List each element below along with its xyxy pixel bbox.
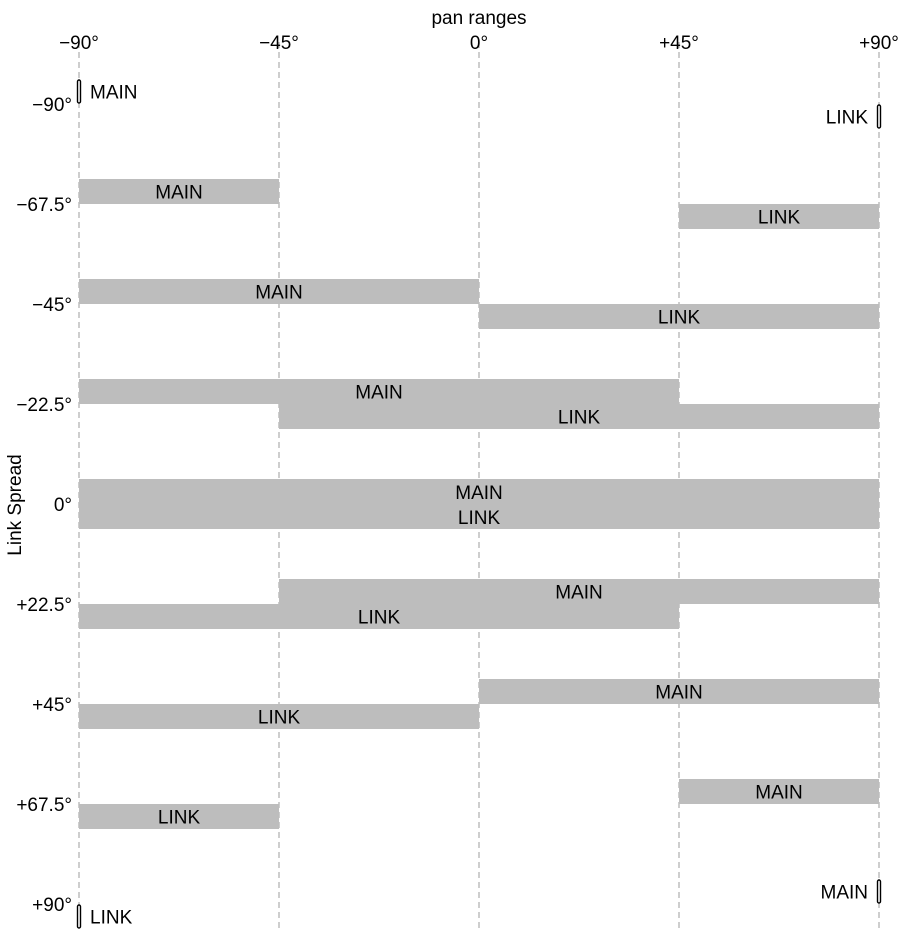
bars-layer: MAIN LINK MAIN LINK MAIN LINK MAIN LINK MAIN LINK… — [76, 79, 882, 929]
main-bar — [79, 179, 279, 204]
link-bar — [679, 204, 879, 229]
x-tick-label: −90° — [59, 33, 99, 54]
y-tick-label: −90° — [32, 95, 72, 116]
link-marker-label: LINK — [826, 108, 869, 129]
y-tick-label: +22.5° — [16, 595, 72, 616]
x-tick-label: +45° — [659, 33, 699, 54]
main-bar — [679, 779, 879, 804]
x-tick-label: −45° — [259, 33, 299, 54]
y-tick-label: −22.5° — [16, 395, 72, 416]
link-bar — [79, 604, 679, 629]
main-bar — [79, 379, 679, 404]
link-bar-label: LINK — [658, 308, 701, 329]
main-bar — [279, 579, 879, 604]
link-bar — [79, 804, 279, 829]
link-bar — [79, 704, 479, 729]
x-tick-labels: −90° −45° 0° +45° +90° — [59, 33, 899, 54]
link-bar — [479, 304, 879, 329]
y-tick-label: +67.5° — [16, 795, 72, 816]
main-bar-label: MAIN — [555, 583, 603, 604]
main-bar-label: MAIN — [255, 283, 303, 304]
link-bar-label: LINK — [358, 608, 401, 629]
x-axis-title: pan ranges — [431, 8, 526, 29]
main-link-bar — [79, 479, 879, 529]
link-bar-label: LINK — [758, 208, 801, 229]
link-bar-label: LINK — [258, 708, 301, 729]
main-marker — [76, 79, 82, 104]
main-bar — [79, 279, 479, 304]
main-bar-label: MAIN — [755, 783, 803, 804]
main-bar-label: MAIN — [155, 183, 203, 204]
link-bar-label: LINK — [558, 408, 601, 429]
x-tick-label: +90° — [859, 33, 899, 54]
y-tick-label: +45° — [32, 695, 72, 716]
main-bar — [479, 679, 879, 704]
link-bar-label: LINK — [158, 808, 201, 829]
link-marker-label: LINK — [90, 908, 133, 929]
y-tick-labels: −90° −67.5° −45° −22.5° 0° +22.5° +45° +67.5° +9… — [16, 95, 72, 916]
main-marker-label: MAIN — [821, 883, 869, 904]
y-tick-label: +90° — [32, 895, 72, 916]
link-marker — [76, 904, 82, 929]
main-marker — [876, 879, 882, 904]
link-bar-label: LINK — [458, 508, 501, 529]
x-tick-label: 0° — [470, 33, 488, 54]
y-tick-label: 0° — [54, 495, 72, 516]
main-bar-label: MAIN — [655, 683, 703, 704]
y-axis-title: Link Spread — [5, 454, 26, 555]
main-bar-label: MAIN — [355, 383, 403, 404]
link-bar — [279, 404, 879, 429]
main-marker-label: MAIN — [90, 83, 138, 104]
link-marker — [876, 104, 882, 129]
y-tick-label: −45° — [32, 295, 72, 316]
main-bar-label: MAIN — [455, 483, 503, 504]
y-tick-label: −67.5° — [16, 195, 72, 216]
